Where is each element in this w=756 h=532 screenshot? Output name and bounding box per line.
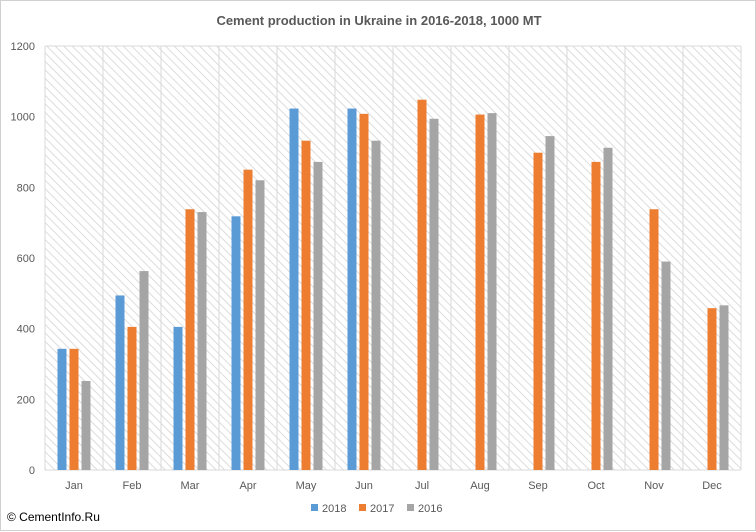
bar-2017-oct <box>591 161 601 471</box>
legend-label-2018: 2018 <box>322 503 346 515</box>
y-tick-label: 200 <box>17 394 35 406</box>
bar-2017-may <box>301 140 311 470</box>
x-tick-label: Nov <box>644 480 664 492</box>
bar-2018-may <box>289 108 299 470</box>
y-tick-label: 1000 <box>11 112 35 124</box>
copyright-credit: © CementInfo.Ru <box>7 510 100 524</box>
x-tick-label: Mar <box>181 480 200 492</box>
bar-2017-aug <box>475 114 485 471</box>
x-tick-label: May <box>296 480 317 492</box>
bar-2016-nov <box>661 261 671 470</box>
bar-2018-jan <box>57 348 67 470</box>
bar-2016-may <box>313 161 323 471</box>
bar-2017-apr <box>243 169 253 470</box>
bar-2016-oct <box>603 147 613 470</box>
bar-2017-mar <box>185 209 195 471</box>
x-tick-label: Feb <box>123 480 142 492</box>
bar-2016-aug <box>487 113 497 470</box>
x-tick-label: Jul <box>415 480 429 492</box>
bar-2016-feb <box>139 271 149 470</box>
bar-2016-jul <box>429 118 439 470</box>
bar-2016-mar <box>197 212 207 471</box>
legend-label-2017: 2017 <box>370 503 394 515</box>
legend-swatch-2017 <box>359 504 366 511</box>
bar-2018-feb <box>115 295 125 470</box>
y-tick-label: 0 <box>29 465 35 477</box>
bar-2016-apr <box>255 180 265 470</box>
x-tick-label: Dec <box>702 480 722 492</box>
legend: 2018 2017 2016 <box>311 503 442 515</box>
chart-title: Cement production in Ukraine in 2016-201… <box>216 13 541 28</box>
legend-swatch-2018 <box>311 504 318 511</box>
plot-area: 0 200 400 600 800 1000 1200 Jan Feb Mar Apr May Jun J… <box>11 41 742 492</box>
y-tick-label: 1200 <box>11 41 35 53</box>
legend-label-2016: 2016 <box>418 503 442 515</box>
y-tick-label: 600 <box>17 253 35 265</box>
bar-2016-jun <box>371 140 381 470</box>
bar-2016-sep <box>545 136 555 470</box>
bar-2017-jun <box>359 113 369 470</box>
bar-2016-dec <box>719 305 729 470</box>
y-tick-label: 800 <box>17 182 35 194</box>
bar-2017-jan <box>69 348 79 470</box>
bar-2017-feb <box>127 326 137 470</box>
bar-2018-apr <box>231 216 241 470</box>
bar-2018-jun <box>347 108 357 470</box>
x-tick-label: Jan <box>65 480 83 492</box>
y-tick-label: 400 <box>17 324 35 336</box>
x-tick-label: Aug <box>470 480 490 492</box>
x-tick-label: Sep <box>528 480 548 492</box>
x-tick-label: Oct <box>587 480 604 492</box>
legend-swatch-2016 <box>407 504 414 511</box>
bar-2017-dec <box>707 308 717 470</box>
bar-2018-mar <box>173 326 183 470</box>
x-tick-label: Apr <box>239 480 256 492</box>
x-tick-label: Jun <box>355 480 373 492</box>
bar-2017-jul <box>417 99 427 470</box>
bar-2017-nov <box>649 209 659 471</box>
bar-2017-sep <box>533 152 543 470</box>
bar-2016-jan <box>81 380 91 470</box>
